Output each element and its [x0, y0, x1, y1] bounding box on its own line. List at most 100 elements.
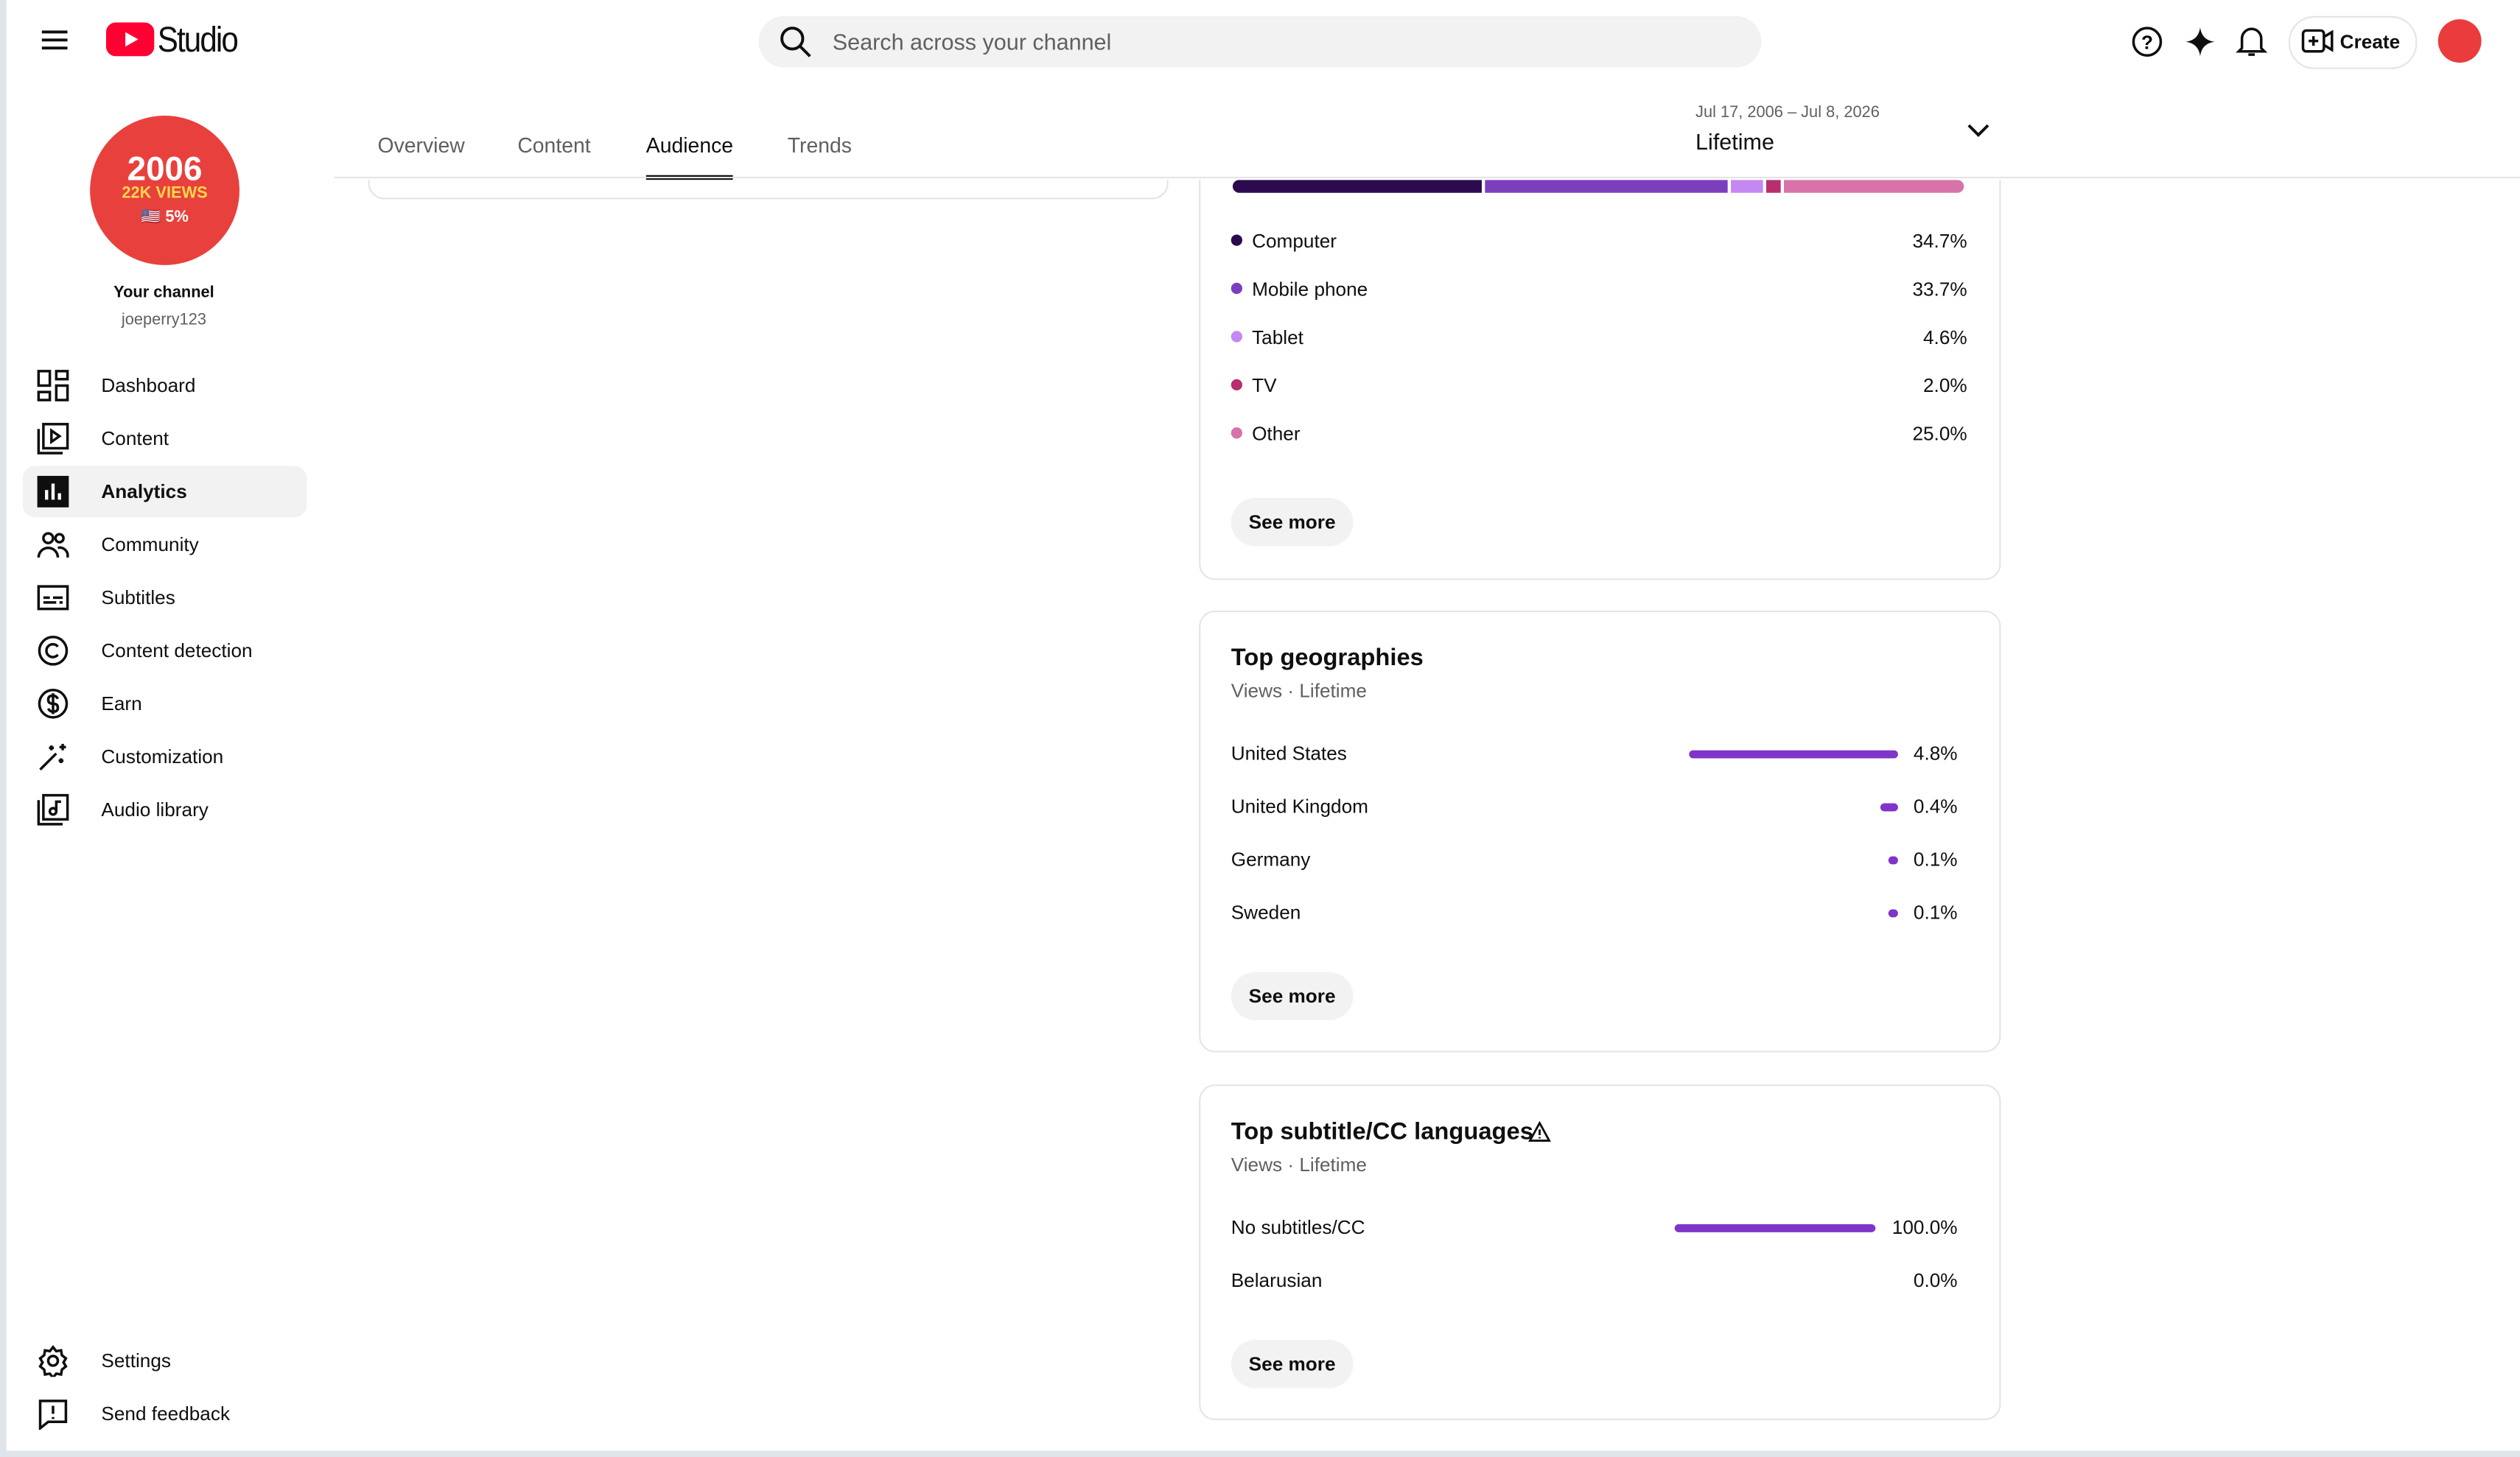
legend-dot [1231, 379, 1242, 391]
nav-item[interactable]: Content [101, 427, 169, 450]
row-value: 4.8% [1913, 742, 1958, 765]
nav-item[interactable]: Community [101, 533, 199, 556]
device-value: 4.6% [1922, 326, 1967, 349]
create-icon[interactable] [2301, 29, 2334, 53]
account-avatar[interactable] [2437, 19, 2482, 63]
date-range[interactable]: Jul 17, 2006 – Jul 8, 2026 [1695, 104, 1880, 122]
nav-item[interactable]: Customization [101, 745, 224, 768]
device-name: TV [1252, 374, 1277, 397]
legend-dot [1231, 282, 1242, 295]
nav-icon[interactable] [37, 529, 69, 569]
device-value: 34.7% [1912, 229, 1967, 253]
row-value: 0.1% [1913, 848, 1958, 871]
nav-item[interactable]: Dashboard [101, 374, 196, 397]
channel-name: Your channel [113, 284, 214, 303]
geo-card: Top geographies Views · Lifetime United St… [1199, 610, 2001, 1053]
nav-item[interactable]: Settings [101, 1349, 171, 1372]
nav-item[interactable]: Send feedback [101, 1402, 231, 1425]
avatar-line: 2006 [127, 151, 203, 189]
device-name: Mobile phone [1252, 278, 1368, 301]
row-value: 0.4% [1913, 795, 1958, 818]
nav-icon[interactable] [37, 423, 69, 463]
create-button[interactable] [2288, 15, 2418, 69]
frame [0, 0, 7, 1457]
device-segment [1485, 180, 1728, 193]
see-more-button[interactable]: See more [1231, 498, 1354, 547]
card-title: Top subtitle/CC languages [1231, 1118, 1533, 1146]
device-value: 33.7% [1912, 278, 1967, 301]
nav-icon[interactable] [37, 740, 69, 781]
card [368, 180, 1169, 200]
device-name: Other [1252, 422, 1301, 446]
search-box[interactable] [758, 15, 1762, 68]
device-segment [1784, 180, 1964, 193]
logo-icon[interactable] [105, 22, 155, 57]
row-name: No subtitles/CC [1231, 1216, 1365, 1239]
nav-icon[interactable] [37, 582, 69, 622]
device-name: Tablet [1252, 326, 1303, 349]
search-placeholder[interactable]: Search across your channel [832, 29, 1112, 55]
nav-item[interactable]: Earn [101, 692, 142, 715]
card-subtitle: Views · Lifetime [1231, 1154, 1367, 1176]
search-icon[interactable] [780, 26, 812, 58]
channel-avatar[interactable] [90, 116, 239, 265]
create-label[interactable]: Create [2339, 30, 2401, 53]
svg-text:?: ? [2141, 32, 2153, 54]
nav-icon[interactable] [37, 688, 69, 728]
tab[interactable]: Audience [645, 133, 734, 158]
see-more-button[interactable]: See more [1231, 1340, 1354, 1388]
card-title: Top geographies [1231, 644, 1424, 672]
device-segment [1232, 180, 1483, 193]
nav-icon[interactable] [37, 1345, 69, 1386]
row-name: Sweden [1231, 901, 1301, 924]
sparkle-icon[interactable] [2184, 26, 2216, 58]
channel-handle: joeperry123 [121, 312, 207, 330]
tab[interactable]: Overview [377, 133, 465, 158]
device-segment [1766, 180, 1782, 193]
nav-icon[interactable] [37, 635, 69, 675]
warning-icon[interactable] [1528, 1120, 1551, 1150]
row-name: United Kingdom [1231, 795, 1368, 818]
row-bar [1689, 749, 1898, 758]
device-card: Computer 34.7% Mobile phone 33.7% Tablet 4.6%… [1199, 180, 2001, 580]
row-value: 0.0% [1913, 1269, 1958, 1292]
tab[interactable]: Trends [787, 133, 852, 158]
row-bar [1674, 1223, 1876, 1232]
nav-highlight[interactable] [22, 466, 307, 518]
row-bar [1880, 802, 1898, 811]
menu-icon[interactable] [41, 29, 68, 52]
legend-dot [1231, 427, 1242, 439]
nav-icon[interactable] [37, 1398, 69, 1439]
logo-text[interactable]: Studio [157, 19, 239, 60]
see-more-button[interactable]: See more [1231, 972, 1354, 1020]
content: Computer 34.7% Mobile phone 33.7% Tablet 4.6%… [335, 180, 2520, 1450]
nav-item[interactable]: Content detection [101, 639, 253, 662]
date-period[interactable]: Lifetime [1695, 128, 1775, 155]
nav-item[interactable]: Audio library [101, 798, 209, 821]
row-value: 100.0% [1891, 1216, 1958, 1239]
chevron-icon[interactable] [1967, 122, 1990, 138]
avatar-line: 🇺🇸 5% [141, 208, 189, 227]
nav-item[interactable]: Analytics [101, 480, 187, 503]
device-segment [1730, 180, 1764, 193]
nav-icon[interactable] [37, 370, 69, 410]
row-name: United States [1231, 742, 1347, 765]
card-subtitle: Views · Lifetime [1231, 679, 1367, 703]
help-icon[interactable]: ? [2131, 26, 2163, 58]
row-bar [1888, 908, 1898, 917]
avatar-line: 22K VIEWS [122, 184, 208, 203]
row-name: Belarusian [1231, 1269, 1323, 1292]
row-bar [1888, 855, 1898, 864]
bell-icon[interactable] [2236, 24, 2268, 60]
nav-icon[interactable] [37, 793, 69, 834]
device-name: Computer [1252, 229, 1337, 253]
nav-icon[interactable] [37, 476, 69, 516]
tabs-divider [334, 176, 2520, 179]
nav-item[interactable]: Subtitles [101, 586, 175, 609]
legend-dot [1231, 234, 1242, 246]
device-value: 25.0% [1912, 422, 1967, 446]
tab[interactable]: Content [517, 133, 591, 158]
legend-dot [1231, 331, 1242, 343]
